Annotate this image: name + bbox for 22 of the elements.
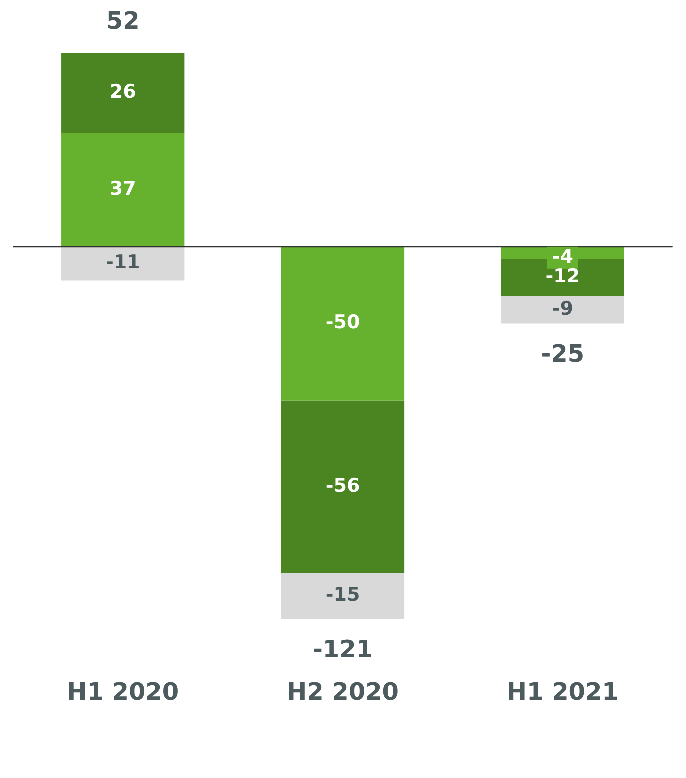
total-label: -25 (541, 340, 585, 368)
total-label: -121 (312, 635, 374, 664)
bar (281, 573, 405, 620)
data-label: -4 (552, 246, 574, 268)
x-tick-label: H1 2021 (506, 678, 619, 706)
bar (62, 133, 185, 247)
data-label: 37 (110, 178, 136, 200)
total-label: 52 (106, 7, 140, 36)
data-label: -15 (326, 584, 360, 606)
bar (62, 246, 185, 281)
x-tick-label: H1 2020 (67, 678, 180, 706)
data-label: -11 (106, 252, 140, 274)
bar (281, 246, 405, 401)
bar (281, 400, 405, 574)
data-label: 26 (110, 80, 136, 103)
x-tick-label: H2 2020 (287, 678, 399, 706)
data-label: -50 (326, 312, 360, 334)
bar (501, 296, 624, 324)
data-label: -12 (546, 266, 580, 288)
data-label: -9 (552, 298, 574, 320)
bar (62, 53, 185, 134)
data-label: -56 (326, 474, 360, 497)
